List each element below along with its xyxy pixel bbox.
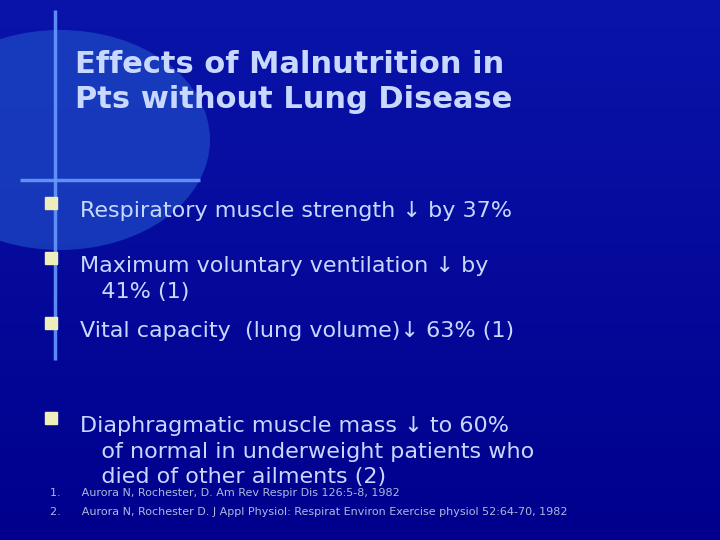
Text: Maximum voluntary ventilation ↓ by
   41% (1): Maximum voluntary ventilation ↓ by 41% (… <box>80 256 488 302</box>
Text: Respiratory muscle strength ↓ by 37%: Respiratory muscle strength ↓ by 37% <box>80 201 512 221</box>
FancyBboxPatch shape <box>45 412 57 424</box>
Text: 1.      Aurora N, Rochester, D. Am Rev Respir Dis 126:5-8, 1982: 1. Aurora N, Rochester, D. Am Rev Respir… <box>50 488 400 498</box>
Text: Vital capacity  (lung volume)↓ 63% (1): Vital capacity (lung volume)↓ 63% (1) <box>80 321 514 341</box>
FancyBboxPatch shape <box>45 252 57 264</box>
Text: Pts without Lung Disease: Pts without Lung Disease <box>75 85 513 114</box>
Text: Diaphragmatic muscle mass ↓ to 60%
   of normal in underweight patients who
   d: Diaphragmatic muscle mass ↓ to 60% of no… <box>80 416 534 487</box>
FancyBboxPatch shape <box>45 317 57 329</box>
Ellipse shape <box>0 30 210 250</box>
Text: 2.      Aurora N, Rochester D. J Appl Physiol: Respirat Environ Exercise physiol: 2. Aurora N, Rochester D. J Appl Physiol… <box>50 507 567 517</box>
FancyBboxPatch shape <box>45 197 57 209</box>
Text: Effects of Malnutrition in: Effects of Malnutrition in <box>75 50 504 79</box>
